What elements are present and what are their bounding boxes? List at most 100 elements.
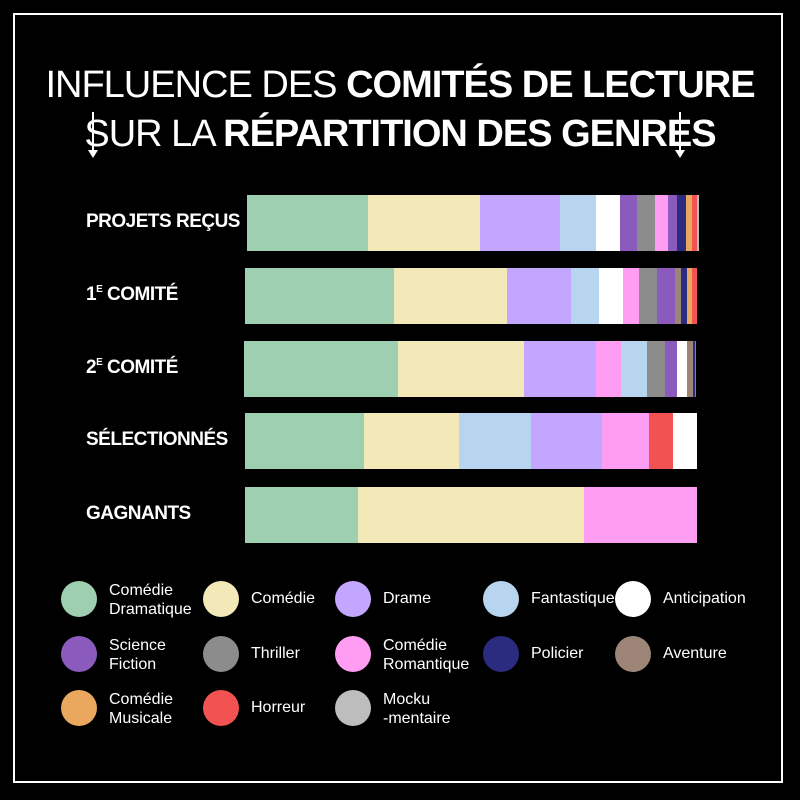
bar-segment-comédie-romantique (602, 413, 650, 469)
legend-label: Comédie Romantique (383, 636, 493, 674)
bar-segment-drame (524, 341, 596, 397)
bar-segment-policier (680, 268, 687, 324)
legend-label-line: Comédie (109, 691, 174, 708)
bar-segment-thriller (637, 195, 656, 251)
bar-segment-comédie-dramatique (244, 341, 398, 397)
legend-swatch-icon (335, 581, 371, 617)
legend-swatch-icon (615, 636, 651, 672)
bar-segment-thriller (647, 341, 666, 397)
legend-label-line: Thriller (251, 645, 300, 662)
bar-segment-policier (692, 341, 695, 397)
bar-segment-comédie (394, 268, 507, 324)
legend-label-line: Aventure (663, 645, 727, 662)
legend-swatch-icon (335, 636, 371, 672)
bar-segment-aventure (686, 341, 693, 397)
legend-swatch-icon (203, 636, 239, 672)
legend-label-line: Policier (531, 645, 584, 662)
row-label-3: 2E COMITÉ (86, 357, 178, 379)
legend-item: Horreur (203, 690, 353, 750)
bar-segment-comédie-romantique (655, 195, 668, 251)
title-line-1: INFLUENCE DES COMITÉS DE LECTURE (0, 64, 800, 107)
bar-segment-comédie-dramatique (245, 268, 395, 324)
row-label-1: PROJETS REÇUS (86, 211, 240, 232)
bar-segment-fantastique (621, 341, 648, 397)
bar-segment-comédie-dramatique (245, 413, 365, 469)
bar-segment-comédie-musicale (686, 268, 693, 324)
bar-segment-drame (530, 413, 603, 469)
legend-label: Science Fiction (109, 636, 219, 674)
title-line-1-light: INFLUENCE DES (45, 64, 347, 106)
legend-item: Comédie Musicale (61, 690, 211, 750)
bar-segment-comédie (397, 341, 525, 397)
legend-label-line: Anticipation (663, 590, 746, 607)
legend-label-line: Dramatique (109, 601, 192, 618)
bar-segment-horreur (649, 413, 674, 469)
legend-label-line: Comédie (109, 582, 174, 599)
bar-segment-anticipation (673, 413, 697, 469)
legend-item: Comédie Dramatique (61, 581, 211, 641)
legend-item: Aventure (615, 636, 765, 696)
bar-row-2 (245, 268, 697, 324)
row-label-number: 2 (86, 357, 97, 378)
bar-segment-comédie (368, 195, 481, 251)
row-label-superscript: E (96, 284, 103, 295)
bar-segment-anticipation (676, 341, 687, 397)
legend-swatch-icon (483, 636, 519, 672)
bar-segment-fantastique (459, 413, 531, 469)
bar-segment-science-fiction (667, 195, 677, 251)
legend-label: Thriller (251, 644, 361, 663)
legend-label-line: Science (109, 637, 166, 654)
legend-label-line: Romantique (383, 656, 470, 673)
legend-item: Science Fiction (61, 636, 211, 696)
title-line-2-bold: RÉPARTITION DES GENRES (223, 113, 716, 155)
legend-label-line: Musicale (109, 710, 173, 727)
bar-segment-anticipation (599, 268, 624, 324)
legend-label: Comédie (251, 589, 361, 608)
bar-segment-thriller (639, 268, 657, 324)
legend-label-line: Fantastique (531, 590, 615, 607)
bar-segment-drame (506, 268, 572, 324)
legend-label: Comédie Dramatique (109, 581, 219, 619)
legend-item: Mocku -mentaire (335, 690, 485, 750)
row-label-text: COMITÉ (102, 284, 178, 305)
bar-segment-aventure (674, 268, 681, 324)
bar-segment-horreur (692, 195, 697, 251)
bar-segment-horreur (692, 268, 697, 324)
legend-swatch-icon (335, 690, 371, 726)
bar-segment-drame (480, 195, 561, 251)
down-arrow-right-icon (673, 112, 687, 162)
bar-segment-anticipation (595, 195, 620, 251)
legend-item: Anticipation (615, 581, 765, 641)
bar-segment-policier (676, 195, 687, 251)
outer-frame (13, 13, 783, 783)
legend-item: Comédie (203, 581, 353, 641)
row-label-5: GAGNANTS (86, 503, 191, 524)
title-line-2: SUR LA RÉPARTITION DES GENRES (0, 113, 800, 156)
legend-label: Policier (531, 644, 641, 663)
bar-segment-comédie-romantique (584, 487, 697, 543)
legend-item: Thriller (203, 636, 353, 696)
row-label-text: COMITÉ (102, 357, 178, 378)
bar-segment-fantastique (560, 195, 596, 251)
legend-item: Fantastique (483, 581, 633, 641)
title-line-2-light: SUR LA (84, 113, 224, 155)
legend-swatch-icon (61, 690, 97, 726)
legend-label: Horreur (251, 698, 361, 717)
legend-label: Drame (383, 589, 493, 608)
legend-item: Drame (335, 581, 485, 641)
legend-swatch-icon (203, 690, 239, 726)
title-line-1-bold: COMITÉS DE LECTURE (346, 64, 755, 106)
legend-swatch-icon (61, 581, 97, 617)
bar-row-1 (247, 195, 699, 251)
legend-label: Anticipation (663, 589, 773, 608)
bar-row-3 (244, 341, 696, 397)
bar-segment-comédie (364, 413, 460, 469)
legend-label: Fantastique (531, 589, 641, 608)
bar-segment-horreur (694, 341, 696, 397)
bar-row-4 (245, 413, 697, 469)
legend-label-line: -mentaire (383, 710, 451, 727)
bar-segment-comédie-dramatique (247, 195, 369, 251)
bar-segment-fantastique (571, 268, 600, 324)
row-label-superscript: E (96, 357, 103, 368)
legend-label: Comédie Musicale (109, 690, 219, 728)
